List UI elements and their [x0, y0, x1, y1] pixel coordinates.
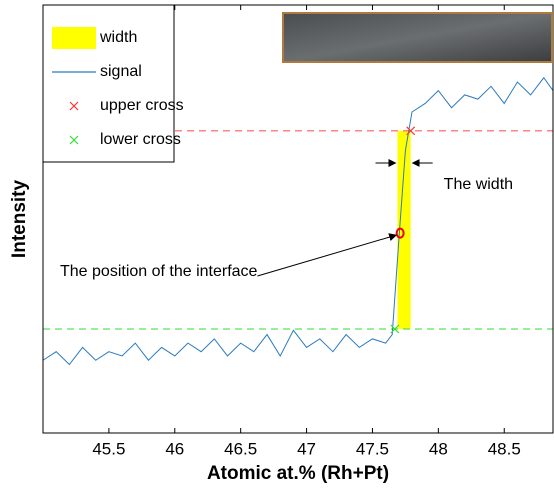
- legend-label: signal: [100, 63, 142, 80]
- upper-cross-glyph: [406, 126, 416, 136]
- interface-point: [395, 227, 405, 239]
- legend-swatch: [69, 135, 79, 145]
- lower-cross-glyph: [390, 324, 400, 334]
- inset-photo: [282, 12, 553, 63]
- lower-cross: [390, 324, 400, 334]
- axes-box: [42, 4, 554, 434]
- x-tick-label: 47: [297, 439, 316, 458]
- legend-swatch: [69, 101, 79, 111]
- width-annotation: The width: [444, 176, 513, 193]
- legend-swatch: [52, 27, 96, 49]
- legend-label: lower cross: [100, 131, 181, 148]
- x-axis-label: Atomic at.% (Rh+Pt): [207, 463, 389, 484]
- x-tick-label: 48: [429, 439, 448, 458]
- legend-entry: upper cross: [69, 97, 184, 114]
- legend-entry: signal: [52, 63, 142, 80]
- x-tick-label: 46.5: [224, 439, 257, 458]
- upper-cross: [406, 126, 416, 136]
- x-tick-label: 45.5: [92, 439, 125, 458]
- legend-label: width: [99, 29, 137, 46]
- interface-arrow: [257, 233, 398, 277]
- legend-label: upper cross: [100, 97, 184, 114]
- x-tick-label: 48.5: [488, 439, 521, 458]
- x-tick-label: 47.5: [356, 439, 389, 458]
- signal-line: [42, 76, 554, 366]
- interface-annotation: The position of the interface: [60, 263, 258, 280]
- legend: width signal upper cross lower cross: [42, 4, 184, 163]
- legend-entry: width: [52, 27, 137, 49]
- width-band: [397, 130, 411, 329]
- legend-entry: lower cross: [69, 131, 181, 148]
- x-tick-label: 46: [165, 439, 184, 458]
- y-axis-label: Intensity: [9, 180, 30, 259]
